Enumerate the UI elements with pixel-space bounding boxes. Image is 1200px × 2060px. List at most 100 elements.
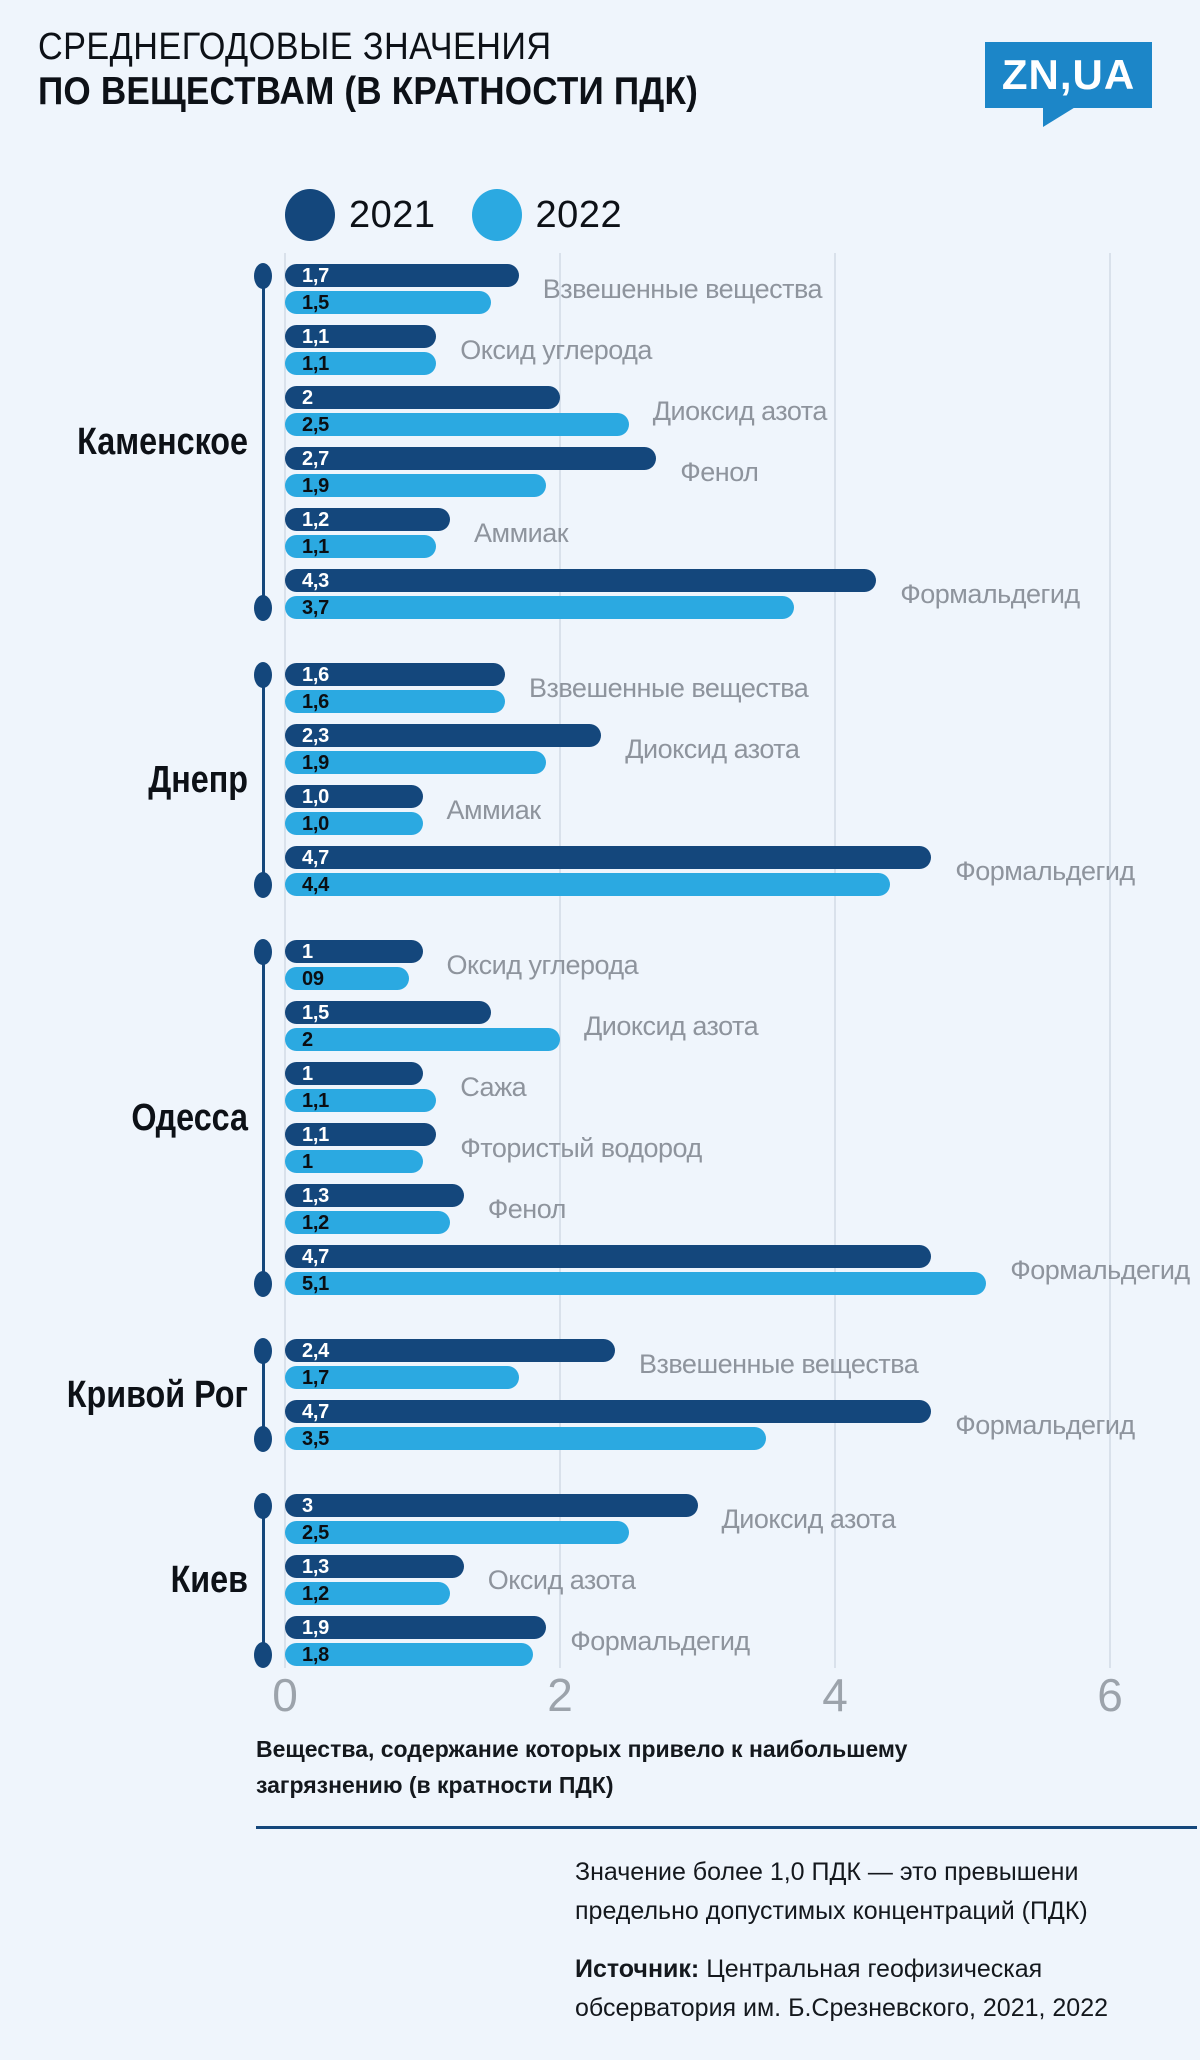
bar-2022: 1,8 [285, 1643, 533, 1666]
substance-label: Формальдегид [570, 1626, 750, 1656]
bar-2021: 1 [285, 940, 423, 963]
bar-2022: 1,9 [285, 474, 547, 497]
bar-value-label-2021: 3 [302, 1494, 313, 1517]
bar-value-label-2021: 2 [302, 386, 313, 409]
group-axis-dot-top [254, 938, 272, 965]
bar-value-label-2021: 1 [302, 940, 313, 963]
bar-2021: 1,9 [285, 1616, 547, 1639]
bar-value-label-2021: 4,7 [302, 1400, 329, 1423]
bar-value-label-2022: 1,7 [302, 1366, 329, 1389]
bar-value-label-2021: 1,9 [302, 1616, 329, 1639]
bar-value-label-2021: 1,3 [302, 1555, 329, 1578]
substance-label: Формальдегид [955, 856, 1135, 886]
x-axis-tick-label: 4 [822, 1669, 848, 1721]
legend-swatch-2021 [285, 189, 335, 241]
bar-2022: 2,5 [285, 1521, 629, 1544]
bar-value-label-2022: 5,1 [302, 1272, 329, 1295]
bar-2022: 4,4 [285, 873, 890, 896]
bar-2021: 2,4 [285, 1339, 615, 1362]
bar-2021: 2,3 [285, 724, 602, 747]
substance-label: Взвешенные вещества [542, 274, 823, 304]
bar-value-label-2021: 2,3 [302, 724, 329, 747]
legend-label-2021: 2021 [349, 193, 436, 236]
bar-2022: 1 [285, 1150, 423, 1173]
bar-value-label-2022: 09 [302, 967, 324, 990]
x-axis-tick-label: 2 [547, 1669, 573, 1721]
substance-label: Диоксид азота [721, 1504, 897, 1534]
bar-value-label-2021: 1,3 [302, 1184, 329, 1207]
substance-label: Сажа [460, 1072, 527, 1102]
bar-2021: 1,7 [285, 264, 519, 287]
group-axis-line [262, 275, 265, 608]
bar-value-label-2021: 1,7 [302, 264, 329, 287]
group-axis-dot-top [254, 661, 272, 688]
bar-value-label-2022: 2,5 [302, 413, 329, 436]
bar-value-label-2021: 1,2 [302, 508, 329, 531]
bar-value-label-2021: 4,7 [302, 846, 329, 869]
substance-label: Диоксид азота [584, 1011, 759, 1041]
substance-label: Формальдегид [900, 579, 1080, 609]
substance-label: Фенол [487, 1194, 567, 1224]
bar-value-label-2022: 1,1 [302, 352, 329, 375]
bar-2021: 4,7 [285, 1245, 932, 1268]
gridline-x-4 [834, 253, 836, 1668]
bar-2022: 1,6 [285, 690, 505, 713]
city-label: Одесса [131, 1096, 248, 1139]
bar-value-label-2021: 4,3 [302, 569, 329, 592]
group-axis-dot-top [254, 262, 272, 289]
bar-2022: 1,7 [285, 1366, 519, 1389]
bar-2022: 1,1 [285, 1089, 437, 1112]
bar-value-label-2022: 1,9 [302, 474, 329, 497]
gridline-x-0 [284, 253, 286, 1668]
bar-value-label-2022: 1,1 [302, 535, 329, 558]
legend-swatch-2022 [471, 189, 522, 241]
bar-2022: 1,0 [285, 812, 423, 835]
group-axis-dot-top [254, 1337, 272, 1364]
bar-value-label-2022: 1,2 [302, 1211, 329, 1234]
bar-2022: 1,1 [285, 535, 437, 558]
brand-logo-text: ZN,UA [1001, 51, 1136, 98]
bar-value-label-2022: 2 [302, 1028, 313, 1051]
bar-2022: 1,5 [285, 291, 492, 314]
bar-value-label-2022: 1,5 [302, 291, 329, 314]
bar-value-label-2021: 1,1 [302, 325, 329, 348]
city-label: Кривой Рог [66, 1373, 248, 1416]
legend-label-2022: 2022 [535, 193, 623, 236]
bar-2022: 5,1 [285, 1272, 987, 1295]
substance-label: Фтористый водород [460, 1133, 702, 1163]
bar-2022: 3,7 [285, 596, 794, 619]
group-axis-dot-bottom [254, 1425, 272, 1452]
bar-2022: 1,9 [285, 751, 547, 774]
substance-label: Фенол [680, 457, 759, 487]
bar-value-label-2022: 1,0 [302, 812, 329, 835]
x-axis-tick-label: 6 [1097, 1669, 1123, 1721]
group-axis-line [262, 1505, 265, 1655]
bar-2021: 1,3 [285, 1555, 464, 1578]
substance-label: Аммиак [474, 518, 569, 548]
group-axis-line [262, 674, 265, 885]
bar-value-label-2021: 1,5 [302, 1001, 329, 1024]
bar-2021: 2 [285, 386, 560, 409]
bar-2022: 1,2 [285, 1582, 450, 1605]
group-axis-dot-top [254, 1492, 272, 1519]
bar-2021: 1,3 [285, 1184, 464, 1207]
chart-legend: 2021 2022 [285, 189, 658, 241]
bar-value-label-2022: 1,8 [302, 1643, 329, 1666]
bar-2022: 2,5 [285, 413, 629, 436]
substance-label: Оксид азота [487, 1565, 636, 1595]
gridline-x-2 [559, 253, 561, 1668]
bar-2021: 2,7 [285, 447, 657, 470]
substance-label: Диоксид азота [652, 396, 828, 426]
source-label: Источник: [575, 1955, 700, 1983]
bar-2021: 1,0 [285, 785, 423, 808]
bar-2022: 3,5 [285, 1427, 767, 1450]
substance-label: Формальдегид [1010, 1255, 1190, 1285]
gridline-x-6 [1109, 253, 1111, 1668]
bar-value-label-2021: 2,4 [302, 1339, 329, 1362]
bar-2022: 1,1 [285, 352, 437, 375]
city-label: Днепр [148, 758, 248, 801]
page-title-line2: ПО ВЕЩЕСТВАМ (В КРАТНОСТИ ПДК) [38, 70, 698, 113]
brand-logo: ZN,UA [985, 42, 1152, 127]
bar-2022: 1,2 [285, 1211, 450, 1234]
